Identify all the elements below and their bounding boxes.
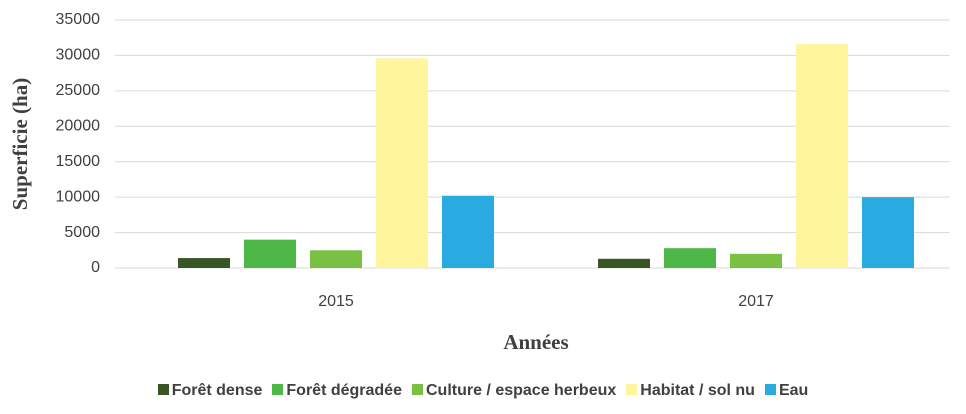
legend-item: Culture / espace herbeux: [411, 382, 617, 399]
bar: [730, 253, 782, 268]
y-tick-label: 35000: [56, 11, 101, 28]
y-tick-label: 5000: [64, 224, 100, 241]
bar: [442, 195, 494, 268]
legend-item: Eau: [764, 382, 809, 399]
bar: [862, 197, 914, 268]
y-tick-label: 25000: [56, 82, 101, 99]
legend-swatch: [157, 384, 169, 395]
legend-swatch: [272, 384, 284, 395]
legend-label: Eau: [778, 382, 809, 399]
legend-swatch: [411, 384, 423, 395]
legend-item: Forêt dégradée: [272, 382, 402, 399]
legend: Forêt dense Forêt dégradée Culture / espac…: [0, 382, 966, 400]
bar: [664, 248, 716, 268]
y-tick-label: 20000: [56, 118, 101, 135]
legend-label: Forêt dégradée: [286, 382, 402, 399]
legend-swatch: [764, 384, 776, 395]
legend-swatch: [626, 384, 638, 395]
x-tick-label: 2017: [738, 293, 774, 310]
y-tick-label: 15000: [56, 153, 101, 170]
legend-item: Forêt dense: [157, 382, 263, 399]
bar: [244, 239, 296, 268]
legend-label: Forêt dense: [171, 382, 263, 399]
y-tick-label: 0: [91, 259, 100, 276]
bar: [310, 250, 362, 268]
bar: [796, 44, 848, 268]
legend-label: Culture / espace herbeux: [425, 382, 617, 399]
y-axis-title: Superficie (ha): [8, 78, 32, 210]
x-tick-label: 2015: [318, 293, 354, 310]
x-axis-title: Années: [503, 330, 568, 354]
bar: [178, 258, 230, 268]
legend-item: Habitat / sol nu: [626, 382, 755, 399]
y-tick-label: 30000: [56, 47, 101, 64]
bar: [376, 58, 428, 269]
bar: [598, 258, 650, 268]
legend-label: Habitat / sol nu: [640, 382, 755, 399]
y-tick-label: 10000: [56, 188, 101, 205]
